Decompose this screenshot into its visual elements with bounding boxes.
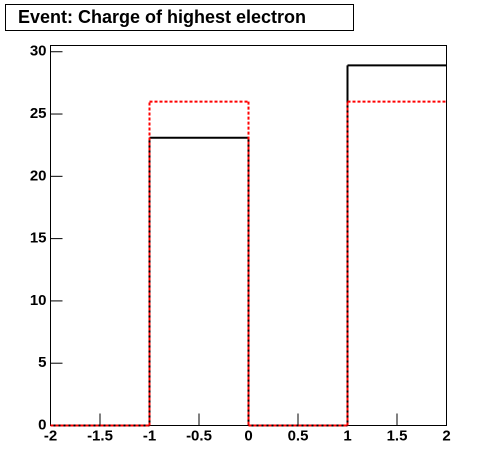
title-box xyxy=(5,4,354,31)
x-tick-label: -1.5 xyxy=(87,427,113,444)
x-tick-label: 0 xyxy=(244,427,252,444)
y-tick-label: 10 xyxy=(30,292,47,309)
x-tick-label: 2 xyxy=(442,427,450,444)
y-tick-label: 15 xyxy=(30,230,47,247)
y-tick-label: 0 xyxy=(38,416,46,433)
x-tick-label: 0.5 xyxy=(288,427,309,444)
chart-title: Event: Charge of highest electron xyxy=(18,7,306,27)
y-tick-label: 25 xyxy=(30,105,47,122)
y-tick-label: 30 xyxy=(30,43,47,60)
y-tick-label: 5 xyxy=(38,354,46,371)
x-tick-label: -2 xyxy=(44,427,57,444)
y-tick-label: 20 xyxy=(30,167,47,184)
x-tick-label: 1.5 xyxy=(387,427,408,444)
x-tick-label: 1 xyxy=(343,427,351,444)
x-tick-label: -0.5 xyxy=(186,427,212,444)
x-tick-label: -1 xyxy=(143,427,156,444)
